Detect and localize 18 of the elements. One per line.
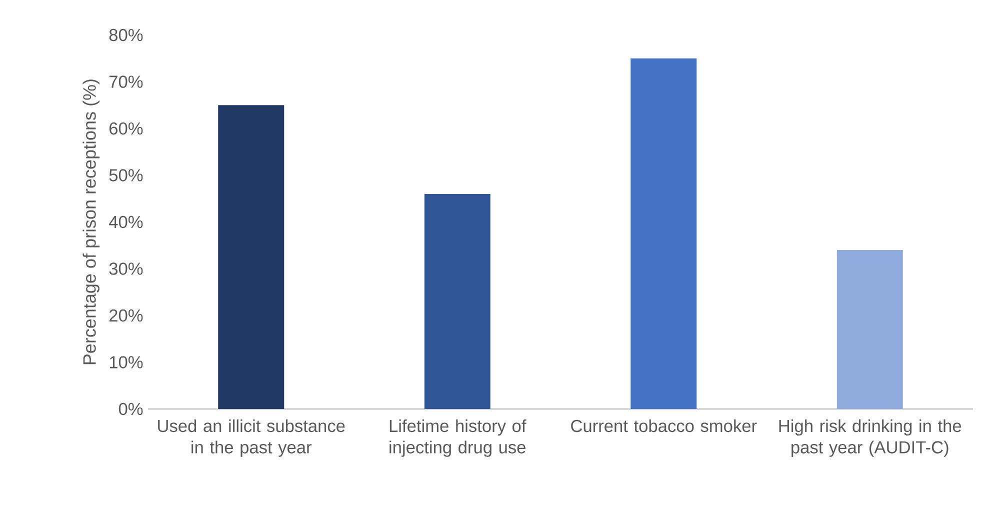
y-tick-label: 10%	[110, 356, 143, 368]
y-tick-label: 70%	[110, 76, 143, 88]
y-tick-label: 30%	[109, 262, 143, 275]
y-tick-label: 50%	[109, 169, 143, 182]
y-tick-label: 60%	[109, 122, 143, 135]
bar	[424, 194, 490, 409]
y-tick-label: 80%	[109, 28, 143, 42]
bar	[630, 58, 697, 409]
bar	[218, 105, 284, 409]
x-tick-label: Used an illicit substance in the past year	[158, 419, 345, 457]
bar	[836, 250, 903, 409]
y-tick-label: 20%	[109, 309, 143, 322]
y-tick-label: 40%	[109, 216, 143, 228]
y-axis-title: Percentage of prison receptions (%)	[82, 80, 100, 364]
x-tick-label: High risk drinking in the past year (AUDIT-C)	[779, 419, 962, 457]
y-tick-label: 0%	[118, 402, 143, 416]
x-tick-label: Lifetime history of injecting drug use	[390, 419, 526, 457]
x-tick-label: Current tobacco smoker	[571, 419, 757, 432]
